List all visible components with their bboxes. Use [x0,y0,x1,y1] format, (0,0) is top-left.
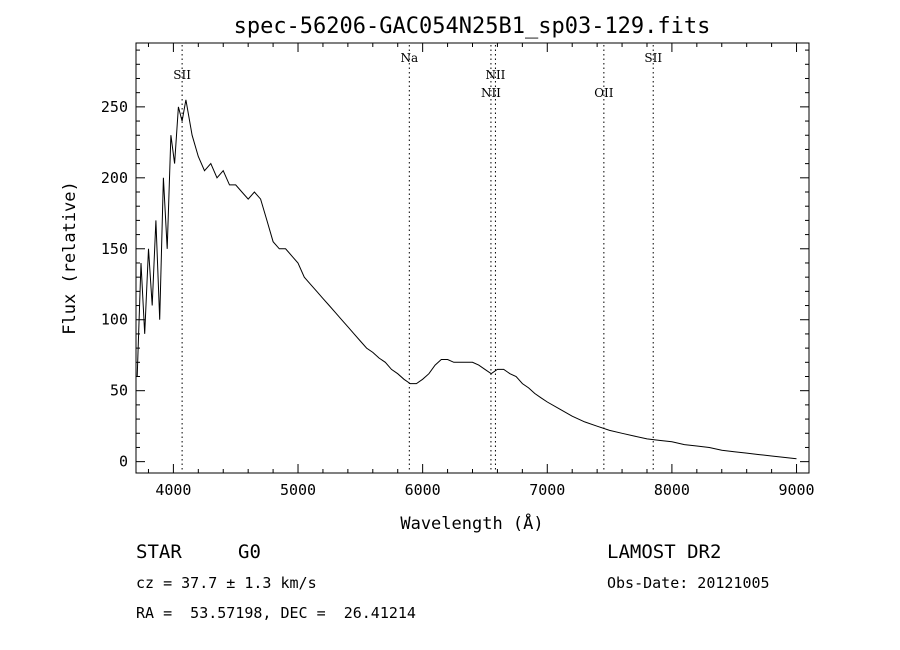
spectral-lines-layer: SII Na NII NII OII SII [173,45,662,473]
x-axis-label: Wavelength (Å) [400,512,543,534]
y-axis-label: Flux (relative) [60,181,80,335]
spectral-line-label: SII [173,68,191,82]
observation-date: Obs-Date: 20121005 [607,574,770,592]
spectral-line-label: NII [481,86,501,100]
y-tick-label: 200 [101,169,128,187]
survey-name: LAMOST DR2 [607,541,722,563]
object-class: STAR [136,541,182,563]
spectral-line-label: NII [485,68,505,82]
y-tick-label: 150 [101,240,128,258]
x-tick-label: 4000 [155,481,191,499]
y-tick-label: 0 [119,453,128,471]
plot-frame [135,42,810,474]
spectrum-series-line [136,99,797,460]
x-tick-label: 6000 [405,481,441,499]
spectral-line-label: OII [594,86,614,100]
spectral-line-label: SII [644,51,662,65]
spectral-line-label: Na [400,51,418,65]
redshift-cz: cz = 37.7 ± 1.3 km/s [136,574,317,592]
y-tick-label: 250 [101,98,128,116]
y-tick-label: 50 [110,382,128,400]
x-tick-label: 8000 [654,481,690,499]
x-tick-label: 9000 [778,481,814,499]
chart-title: spec-56206-GAC054N25B1_sp03-129.fits [234,14,711,39]
x-tick-label: 7000 [529,481,565,499]
axes-layer: 4000 5000 6000 7000 8000 9000 0 50 100 150 200 250 [101,43,815,499]
object-subclass: G0 [238,541,261,563]
y-tick-label: 100 [101,311,128,329]
coordinates: RA = 53.57198, DEC = 26.41214 [136,604,416,622]
x-tick-label: 5000 [280,481,316,499]
